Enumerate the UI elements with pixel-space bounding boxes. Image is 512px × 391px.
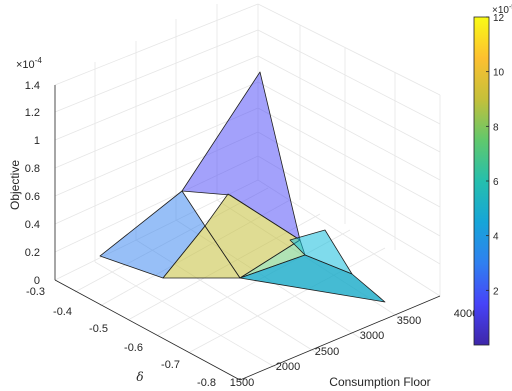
colorbar-tick: 6 (493, 177, 499, 188)
colorbar-tick: 4 (493, 232, 499, 243)
colorbar-multiplier-exp: -5 (509, 4, 512, 11)
y-axis: -0.3 -0.4 -0.5 -0.6 -0.7 -0.8 δ (26, 286, 216, 389)
z-axis: 0 0.2 0.4 0.6 0.8 1 1.2 1.4 ×10-4 Object… (8, 56, 42, 287)
x-tick: 1500 (230, 377, 254, 389)
x-tick: 3000 (360, 330, 384, 342)
surface-face-d (162, 225, 241, 279)
colorbar-tick: 10 (493, 68, 505, 79)
z-tick: 0 (34, 275, 40, 287)
y-tick: -0.5 (89, 323, 108, 335)
surface-face-g (239, 254, 386, 303)
z-tick: 0.6 (25, 191, 40, 203)
z-tick: 0.8 (25, 163, 40, 175)
colorbar-tick: 12 (493, 13, 505, 24)
x-tick: 2500 (315, 346, 339, 358)
y-tick: -0.4 (53, 306, 72, 318)
x-tick: 2000 (276, 361, 300, 373)
z-tick: 0.4 (25, 219, 40, 231)
colorbar: ×10-5 2 4 6 8 10 12 (473, 4, 512, 346)
x-axis: 1500 2000 2500 3000 3500 4000 Consumptio… (230, 308, 478, 389)
z-multiplier: ×10-4 (16, 56, 42, 71)
y-tick: -0.7 (161, 359, 180, 371)
x-tick: 3500 (397, 315, 421, 327)
y-tick: -0.3 (26, 286, 45, 298)
z-tick: 1.2 (25, 107, 40, 119)
z-tick: 1.4 (25, 80, 40, 92)
y-tick: -0.8 (197, 377, 216, 389)
y-axis-label: δ (136, 370, 143, 384)
axes-box (54, 85, 441, 381)
z-tick: 0.2 (25, 247, 40, 259)
x-tick: 4000 (454, 308, 478, 320)
colorbar-tick: 8 (493, 122, 499, 133)
colorbar-multiplier-base: ×10 (492, 5, 509, 16)
colorbar-tick: 2 (493, 286, 499, 297)
z-tick: 1 (34, 135, 40, 147)
z-axis-label: Objective (8, 160, 22, 210)
z-multiplier-exp: -4 (35, 56, 43, 65)
colorbar-multiplier: ×10-5 (492, 4, 512, 16)
x-axis-label: Consumption Floor (329, 375, 430, 389)
surface (99, 71, 386, 303)
z-multiplier-base: ×10 (16, 59, 35, 71)
y-tick: -0.6 (124, 342, 143, 354)
